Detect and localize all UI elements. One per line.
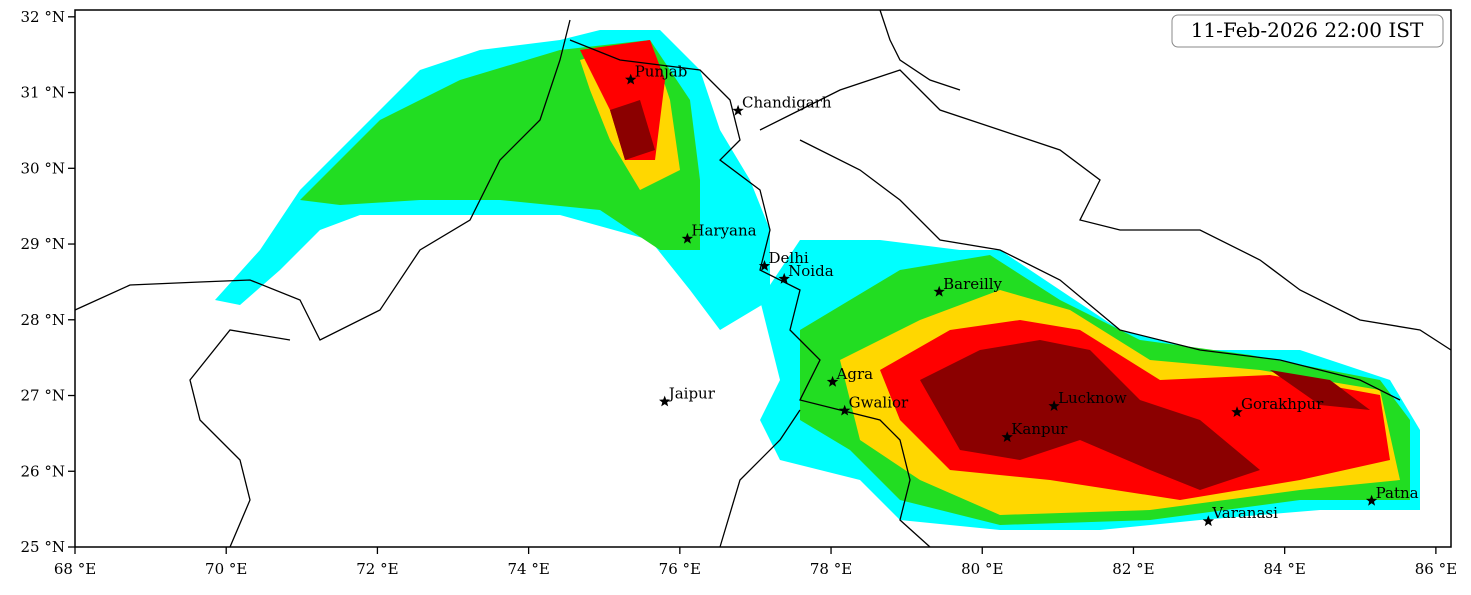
- city-label: Delhi: [769, 249, 809, 267]
- x-tick-label: 84 °E: [1264, 560, 1306, 578]
- city-label: Gorakhpur: [1241, 395, 1324, 413]
- city-marker: [625, 73, 637, 85]
- x-tick-label: 76 °E: [659, 560, 701, 578]
- plot-frame: [74, 9, 1452, 548]
- x-tick-label: 82 °E: [1112, 560, 1154, 578]
- x-tick-label: 68 °E: [54, 560, 96, 578]
- city-label: Punjab: [635, 63, 688, 81]
- y-tick-label: 32 °N: [21, 8, 65, 26]
- city-label: Chandigarh: [742, 94, 832, 112]
- city-marker: [1202, 515, 1214, 527]
- city-label: Bareilly: [943, 275, 1002, 293]
- city-marker: [826, 375, 839, 387]
- city-label: Agra: [836, 365, 874, 383]
- x-tick-label: 80 °E: [961, 560, 1003, 578]
- city-label: Kanpur: [1011, 420, 1068, 438]
- y-tick-label: 25 °N: [21, 538, 65, 556]
- city-label: Jaipur: [667, 385, 716, 403]
- city-marker: [681, 232, 694, 244]
- x-tick-label: 86 °E: [1415, 560, 1457, 578]
- city-marker: [838, 404, 851, 416]
- y-tick-label: 29 °N: [21, 235, 65, 253]
- x-tick-label: 74 °E: [507, 560, 549, 578]
- x-tick-label: 72 °E: [356, 560, 398, 578]
- y-tick-label: 28 °N: [21, 311, 65, 329]
- city-marker: [1048, 400, 1060, 411]
- x-tick-label: 78 °E: [810, 560, 852, 578]
- city-marker: [933, 285, 945, 297]
- city-label: Gwalior: [849, 394, 909, 412]
- y-tick-label: 26 °N: [21, 462, 65, 480]
- axes: 68 °E 70 °E 72 °E 74 °E 76 °E 78 °E 80 °E 82 °E…: [21, 8, 1458, 578]
- city-marker: [778, 272, 790, 284]
- city-marker: [1365, 494, 1378, 506]
- city-marker: [659, 395, 671, 407]
- city-marker: [732, 104, 744, 116]
- city-label: Varanasi: [1211, 504, 1278, 522]
- rain-extreme: [610, 100, 655, 160]
- city-marker: [1001, 431, 1013, 442]
- rain-field: [215, 30, 1420, 530]
- y-tick-label: 31 °N: [21, 84, 65, 102]
- y-tick-label: 27 °N: [21, 387, 65, 405]
- city-label: Haryana: [691, 222, 756, 240]
- rain-extreme: [920, 340, 1370, 490]
- borders: [74, 9, 1452, 548]
- timestamp: 11-Feb-2026 22:00 IST: [1191, 18, 1424, 42]
- y-tick-label: 30 °N: [21, 159, 65, 177]
- city-label: Lucknow: [1058, 389, 1127, 407]
- city-label: Patna: [1376, 484, 1419, 502]
- city-label: Noida: [788, 262, 834, 280]
- city-marker: [1231, 406, 1243, 417]
- timestamp-box: [1171, 14, 1444, 48]
- x-tick-label: 70 °E: [205, 560, 247, 578]
- city-marker: [758, 260, 771, 271]
